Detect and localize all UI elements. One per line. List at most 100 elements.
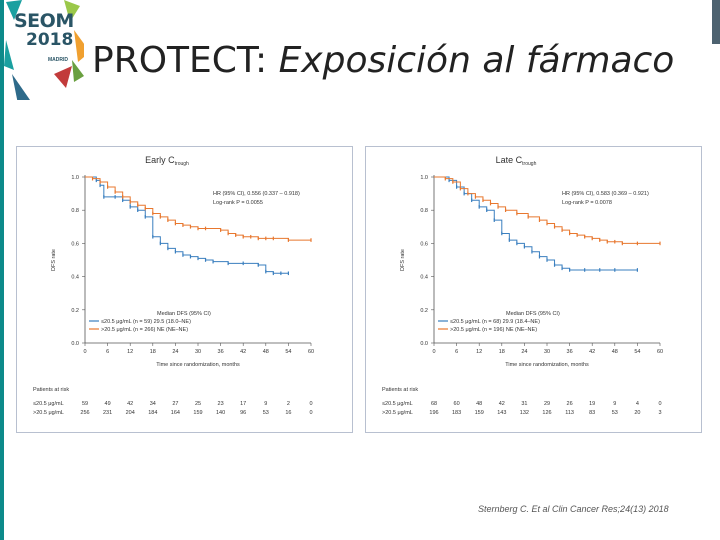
c1-x-tick-label: 0 (432, 349, 435, 355)
c0-x-tick-label: 36 (218, 349, 224, 355)
c1-x-tick-label: 6 (455, 349, 458, 355)
c1-risk-value: 29 (544, 401, 550, 407)
c1-risk-row-label: >20.5 μg/mL (382, 410, 413, 416)
c1-x-tick-label: 24 (521, 349, 527, 355)
c0-risk-value: 53 (263, 410, 269, 416)
c0-risk-value: 25 (195, 401, 201, 407)
c1-risk-value: 196 (429, 410, 438, 416)
c0-risk-value: 256 (80, 410, 89, 416)
c0-x-tick-label: 24 (172, 349, 178, 355)
c0-risk-header: Patients at risk (33, 387, 69, 393)
c0-legend-label-1: >20.5 μg/mL (n = 266) NE (NE–NE) (101, 327, 188, 333)
c1-risk-header: Patients at risk (382, 387, 418, 393)
c1-x-tick-label: 30 (544, 349, 550, 355)
c0-x-tick-label: 18 (150, 349, 156, 355)
c0-x-tick-label: 12 (127, 349, 133, 355)
slide-title: PROTECT: Exposición al fármaco (92, 40, 674, 81)
c1-y-tick-label: 0.4 (420, 275, 428, 281)
c0-y-tick-label: 0.0 (71, 341, 79, 347)
c0-y-tick-label: 0.4 (71, 275, 79, 281)
c1-ylabel: DFS rate (400, 249, 406, 271)
chart-panel-late: Late Ctrough 0.0 0.2 0.4 0.6 0.8 1.0 0 6 12 18 24 30… (365, 146, 702, 433)
c1-series-1-line (434, 176, 660, 244)
c0-risk-value: 96 (240, 410, 246, 416)
c1-risk-value: 3 (658, 410, 661, 416)
c1-legend-label-0: ≤20.5 μg/mL (n = 68) 29.9 (18.4–NE) (450, 319, 540, 325)
c1-x-tick-label: 48 (612, 349, 618, 355)
c1-xlabel: Time since randomization, months (505, 362, 589, 368)
c1-risk-value: 113 (565, 410, 574, 416)
right-corner-tab (712, 0, 720, 44)
c0-ylabel: DFS rate (51, 249, 57, 271)
c0-risk-value: 27 (172, 401, 178, 407)
c0-legend-label-0: ≤20.5 μg/mL (n = 59) 29.5 (18.0–NE) (101, 319, 191, 325)
c0-risk-value: 164 (171, 410, 180, 416)
c1-title: Late Ctrough (496, 155, 537, 167)
c1-risk-value: 68 (431, 401, 437, 407)
c0-risk-value: 9 (264, 401, 267, 407)
c0-x-tick-label: 60 (308, 349, 314, 355)
c1-x-tick-label: 12 (476, 349, 482, 355)
left-accent-bar (0, 0, 4, 540)
c1-logrank-text: Log-rank P = 0.0078 (562, 200, 612, 206)
c1-y-tick-label: 0.8 (420, 208, 428, 214)
c1-x-tick-label: 18 (499, 349, 505, 355)
c0-x-tick-label: 48 (263, 349, 269, 355)
c0-risk-value: 17 (240, 401, 246, 407)
c1-risk-value: 143 (497, 410, 506, 416)
c0-y-tick-label: 0.6 (71, 241, 79, 247)
c1-risk-value: 42 (499, 401, 505, 407)
c1-risk-value: 4 (636, 401, 639, 407)
chart-panel-early: Early Ctrough 0.0 0.2 0.4 0.6 0.8 1.0 0 6 12 18 24 3… (16, 146, 353, 433)
c0-risk-value: 204 (126, 410, 135, 416)
c1-x-tick-label: 36 (567, 349, 573, 355)
c1-y-tick-label: 1.0 (420, 175, 428, 181)
c0-x-tick-label: 42 (240, 349, 246, 355)
c0-risk-value: 184 (148, 410, 157, 416)
c0-x-tick-label: 54 (285, 349, 291, 355)
c1-risk-value: 132 (520, 410, 529, 416)
c0-risk-row-label: >20.5 μg/mL (33, 410, 64, 416)
c0-series-1-line (85, 176, 311, 241)
c0-xlabel: Time since randomization, months (156, 362, 240, 368)
c1-x-tick-label: 54 (634, 349, 640, 355)
c0-title: Early Ctrough (145, 155, 189, 167)
c0-risk-value: 23 (218, 401, 224, 407)
logo-text-seom: SEOM (14, 10, 74, 32)
c0-y-tick-label: 0.8 (71, 208, 79, 214)
c1-risk-value: 159 (475, 410, 484, 416)
title-plain: PROTECT: (92, 40, 268, 81)
c1-risk-value: 60 (454, 401, 460, 407)
c1-y-tick-label: 0.6 (420, 241, 428, 247)
c1-risk-value: 48 (476, 401, 482, 407)
seom-logo: SEOM 2018 MADRID (4, 0, 90, 104)
c0-risk-value: 59 (82, 401, 88, 407)
logo-text-year: 2018 (26, 30, 74, 50)
logo-text-city: MADRID (48, 57, 68, 63)
c0-hr-text: HR (95% CI), 0.556 (0.337 – 0.918) (213, 191, 300, 197)
c0-risk-value: 0 (309, 410, 312, 416)
c1-risk-row-label: ≤20.5 μg/mL (382, 401, 413, 407)
c0-series-0-line (85, 176, 289, 274)
c0-risk-value: 49 (105, 401, 111, 407)
km-chart-early: Early Ctrough 0.0 0.2 0.4 0.6 0.8 1.0 0 6 12 18 24 3… (33, 155, 314, 416)
c1-risk-value: 183 (452, 410, 461, 416)
c1-legend-label-1: >20.5 μg/mL (n = 196) NE (NE–NE) (450, 327, 537, 333)
c0-y-tick-label: 1.0 (71, 175, 79, 181)
c1-y-tick-label: 0.2 (420, 308, 428, 314)
c0-risk-value: 2 (287, 401, 290, 407)
c0-risk-value: 42 (127, 401, 133, 407)
c1-x-tick-label: 42 (589, 349, 595, 355)
c1-risk-value: 9 (613, 401, 616, 407)
citation: Sternberg C. Et al Clin Cancer Res;24(13… (478, 504, 669, 514)
c1-risk-value: 126 (542, 410, 551, 416)
c1-risk-value: 31 (521, 401, 527, 407)
c1-hr-text: HR (95% CI), 0.583 (0.369 – 0.921) (562, 191, 649, 197)
c1-risk-value: 19 (589, 401, 595, 407)
c0-risk-value: 159 (193, 410, 202, 416)
c0-legend-title: Median DFS (95% CI) (157, 311, 211, 317)
c0-logrank-text: Log-rank P = 0.0055 (213, 200, 263, 206)
title-italic: Exposición al fármaco (278, 40, 675, 81)
c0-x-tick-label: 6 (106, 349, 109, 355)
